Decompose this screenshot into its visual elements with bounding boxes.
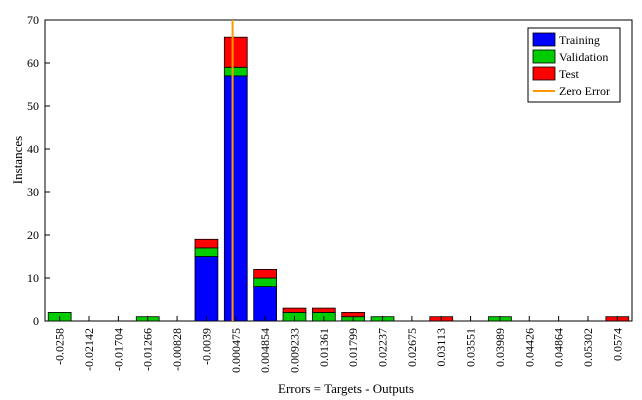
x-tick-label: 0.05302	[581, 328, 595, 367]
legend-label: Training	[559, 33, 600, 47]
bar-training	[194, 256, 219, 322]
bar-test	[194, 238, 219, 249]
y-tick-label: 50	[27, 99, 39, 113]
x-tick-label: 0.01361	[317, 328, 331, 367]
x-tick-label: 0.03989	[493, 328, 507, 367]
y-tick-label: 0	[33, 314, 39, 328]
bar-training	[223, 75, 248, 322]
x-tick-label: -0.00828	[170, 328, 184, 371]
bar-validation	[223, 66, 248, 77]
legend-swatch-test	[532, 66, 556, 81]
x-axis-label: Errors = Targets - Outputs	[278, 381, 414, 396]
bar-test	[282, 307, 307, 313]
x-tick-label: 0.03113	[434, 328, 448, 367]
x-tick-label: 0.02237	[376, 328, 390, 367]
x-axis: -0.0258 -0.02142 -0.01704 -0.01266 -0.00828 -…	[53, 316, 624, 373]
x-tick-label: -0.0039	[199, 328, 213, 365]
y-tick-label: 30	[27, 185, 39, 199]
x-tick-label: 0.04864	[552, 328, 566, 367]
x-tick-label: 0.03551	[464, 328, 478, 367]
x-tick-label: -0.0258	[53, 328, 67, 365]
y-tick-label: 60	[27, 56, 39, 70]
x-tick-label: 0.02675	[405, 328, 419, 367]
legend-swatch-training	[532, 32, 556, 47]
x-tick-label: -0.01266	[141, 328, 155, 371]
x-tick-label: -0.02142	[82, 328, 96, 371]
x-tick-label: 0.000475	[229, 328, 243, 373]
legend: Training Validation Test Zero Error	[527, 27, 621, 103]
x-tick-label: 0.01799	[346, 328, 360, 367]
x-tick-label: -0.01704	[111, 328, 125, 371]
x-tick-label: 0.04426	[522, 328, 536, 367]
x-tick-label: 0.009233	[287, 328, 301, 373]
y-tick-label: 20	[27, 228, 39, 242]
bar-validation	[253, 277, 277, 288]
bar-training	[253, 286, 277, 322]
x-tick-label: 0.0574	[610, 328, 624, 361]
bar-test	[311, 307, 336, 313]
y-tick-label: 40	[27, 142, 39, 156]
legend-label: Zero Error	[559, 84, 610, 98]
legend-swatch-validation	[532, 49, 556, 64]
bar-test	[223, 36, 248, 68]
y-axis-label: Instances	[10, 136, 25, 184]
x-tick-label: 0.004854	[258, 328, 272, 373]
bar-test	[253, 268, 277, 279]
legend-label: Test	[559, 67, 579, 81]
y-axis: 0 10 20 30 40 50 60 70	[27, 13, 50, 328]
legend-label: Validation	[559, 50, 608, 64]
y-tick-label: 10	[27, 271, 39, 285]
bar-validation	[194, 247, 219, 257]
y-tick-label: 70	[27, 13, 39, 27]
